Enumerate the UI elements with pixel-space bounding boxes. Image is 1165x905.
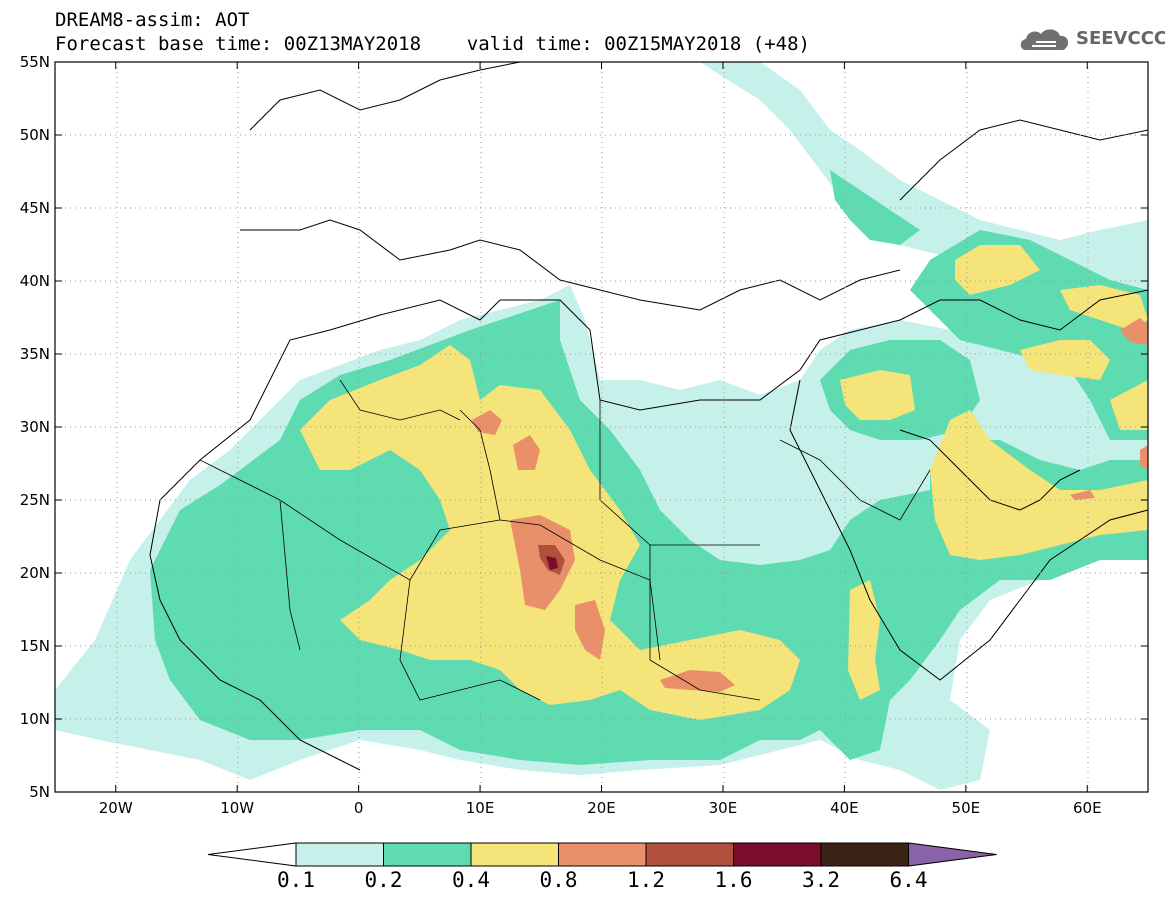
colorbar-label: 3.2 — [802, 868, 840, 892]
colorbar — [207, 842, 997, 867]
colorbar-swatch — [383, 842, 472, 867]
colorbar-label: 0.2 — [364, 868, 403, 892]
y-tick-label: 35N — [20, 345, 50, 363]
x-tick-label: 50E — [952, 799, 981, 817]
y-tick-label: 20N — [20, 564, 50, 582]
colorbar-low-extend — [207, 842, 297, 867]
y-tick-label: 10N — [20, 710, 50, 728]
colorbar-swatch — [645, 842, 734, 867]
seevccc-logo: SEEVCCC — [1018, 24, 1165, 56]
map-title: DREAM8-assim: AOT — [55, 9, 250, 31]
y-axis-labels: 5N 10N 15N 20N 25N 30N 35N 40N 45N 50N 55N — [20, 53, 50, 801]
colorbar-swatch — [558, 842, 647, 867]
y-tick-label: 55N — [20, 53, 50, 71]
colorbar-swatch — [820, 842, 909, 867]
axis-ticks — [55, 61, 1148, 793]
colorbar-label: 0.8 — [539, 868, 578, 892]
x-tick-label: 60E — [1073, 799, 1102, 817]
x-tick-label: 0 — [354, 799, 364, 817]
y-tick-label: 5N — [29, 783, 50, 801]
colorbar-label: 0.4 — [452, 868, 490, 892]
aot-field-1.6-3.2 — [546, 556, 558, 570]
colorbar-label: 0.1 — [277, 868, 315, 892]
colorbar-high-extend — [908, 842, 997, 867]
y-tick-label: 45N — [20, 199, 50, 217]
x-tick-label: 10W — [220, 799, 254, 817]
coastlines — [149, 62, 1148, 771]
colorbar-label: 1.2 — [627, 868, 665, 892]
colorbar-label: 6.4 — [889, 868, 928, 892]
x-tick-label: 10E — [466, 799, 495, 817]
x-tick-label: 20W — [99, 799, 133, 817]
aot-field-0.8-1.2 — [472, 318, 1148, 692]
x-tick-label: 30E — [709, 799, 738, 817]
y-tick-label: 30N — [20, 418, 50, 436]
logo-text: SEEVCCC — [1076, 28, 1165, 49]
forecast-time-line: Forecast base time: 00Z13MAY2018 valid t… — [55, 33, 810, 55]
country-borders — [199, 379, 931, 701]
graticule — [55, 62, 1148, 792]
colorbar-label: 1.6 — [714, 868, 753, 892]
x-axis-labels: 20W 10W 0 10E 20E 30E 40E 50E 60E — [99, 799, 1102, 817]
x-tick-label: 20E — [587, 799, 616, 817]
y-tick-label: 25N — [20, 491, 50, 509]
y-tick-label: 50N — [20, 126, 50, 144]
x-tick-label: 40E — [830, 799, 859, 817]
y-tick-label: 40N — [20, 272, 50, 290]
cloud-icon — [1020, 29, 1069, 50]
colorbar-swatch — [733, 842, 822, 867]
colorbar-swatch — [470, 842, 559, 867]
colorbar-swatch — [295, 842, 384, 867]
y-tick-label: 15N — [20, 637, 50, 655]
